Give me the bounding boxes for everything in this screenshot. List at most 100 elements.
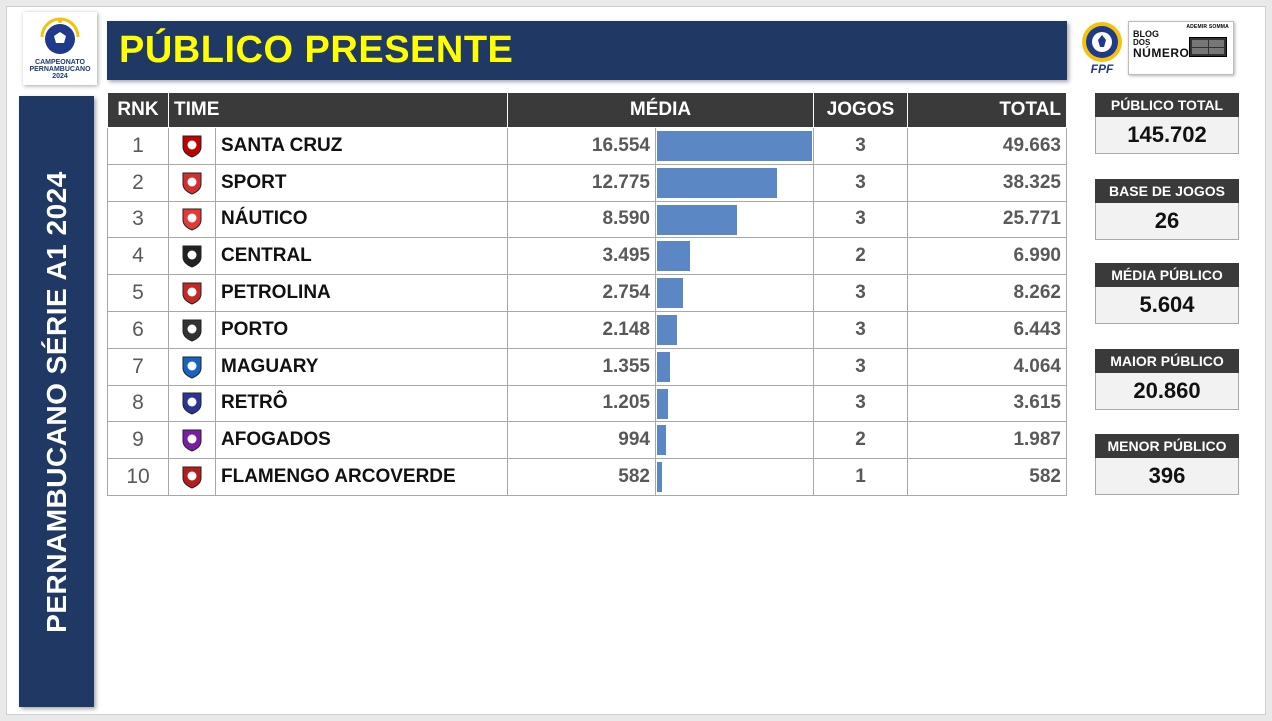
crest-cell [168,127,216,165]
stat-label: MÉDIA PÚBLICO [1095,263,1239,287]
stat-highest-attendance: MAIOR PÚBLICO 20.860 [1095,349,1239,410]
games-value: 2 [813,237,908,276]
porto-crest-icon [182,319,202,342]
games-value: 3 [813,200,908,239]
blog-word: BLOG [1133,29,1159,39]
total-value: 38.325 [907,163,1067,202]
stat-label: MAIOR PÚBLICO [1095,349,1239,373]
total-value: 8.262 [907,274,1067,312]
stat-games-base: BASE DE JOGOS 26 [1095,179,1239,240]
games-value: 3 [813,347,908,386]
average-value: 16.554 [507,127,656,165]
blog-numeros: NÚMEROS [1133,46,1198,60]
crest-cell [168,347,216,386]
attendance-table: RNK TIME MÉDIA JOGOS TOTAL 1 SANTA CRUZ 16… [107,92,1067,496]
rank-cell: 10 [107,458,169,496]
average-bar [657,351,670,382]
games-value: 3 [813,274,908,312]
crest-cell [168,458,216,496]
blog-author: ADEMIR SOMMA [1186,24,1229,30]
stat-value: 20.860 [1095,373,1239,410]
table-row: 1 SANTA CRUZ 16.554 3 49.663 [107,127,1067,165]
rank-cell: 2 [107,163,169,202]
flamengo-arcoverde-crest-icon [182,466,202,489]
total-value: 582 [907,458,1067,496]
rank-cell: 8 [107,384,169,423]
title-bar: PÚBLICO PRESENTE [107,21,1067,80]
stat-total-attendance: PÚBLICO TOTAL 145.702 [1095,93,1239,154]
average-bar [657,131,812,161]
average-bar-cell [655,274,814,312]
stat-label: MENOR PÚBLICO [1095,434,1239,458]
average-bar [657,388,668,419]
central-crest-icon [182,245,202,268]
rank-cell: 1 [107,127,169,165]
games-value: 3 [813,127,908,165]
stat-average-attendance: MÉDIA PÚBLICO 5.604 [1095,263,1239,324]
stat-label: BASE DE JOGOS [1095,179,1239,203]
retro-crest-icon [182,392,202,416]
average-bar-cell [655,384,814,423]
average-value: 12.775 [507,163,656,202]
federation-logo: FPF [1077,20,1127,78]
rank-cell: 6 [107,310,169,349]
table-row: 4 CENTRAL 3.495 2 6.990 [107,237,1067,276]
rank-cell: 9 [107,421,169,460]
nautico-crest-icon [182,208,202,232]
santa-cruz-crest-icon [182,135,202,158]
table-body: 1 SANTA CRUZ 16.554 3 49.663 2 SPORT 12.775 3 38.… [107,127,1067,496]
total-value: 3.615 [907,384,1067,423]
average-bar [657,425,666,456]
total-value: 49.663 [907,127,1067,165]
federation-seal-icon [1082,22,1122,62]
average-value: 2.754 [507,274,656,312]
team-name: SPORT [215,163,508,202]
championship-logo-line2: PERNAMBUCANO [29,66,91,73]
total-value: 1.987 [907,421,1067,460]
total-value: 25.771 [907,200,1067,239]
average-value: 994 [507,421,656,460]
page-title: PÚBLICO PRESENTE [119,29,514,71]
team-name: AFOGADOS [215,421,508,460]
average-bar-cell [655,310,814,349]
average-bar-cell [655,421,814,460]
average-bar-cell [655,347,814,386]
table-row: 7 MAGUARY 1.355 3 4.064 [107,347,1067,386]
afogados-crest-icon [182,429,202,452]
header-average: MÉDIA [507,92,814,128]
games-value: 1 [813,458,908,496]
crest-cell [168,421,216,460]
football-icon [40,17,80,54]
average-value: 2.148 [507,310,656,349]
stat-value: 396 [1095,458,1239,495]
average-bar [657,278,683,309]
average-value: 1.205 [507,384,656,423]
rank-cell: 7 [107,347,169,386]
average-value: 8.590 [507,200,656,239]
total-value: 6.443 [907,310,1067,349]
blog-dos: DOS [1133,38,1151,47]
average-bar-cell [655,458,814,496]
side-title: PERNAMBUCANO SÉRIE A1 2024 [40,170,72,633]
header-rank: RNK [107,92,169,128]
table-row: 10 FLAMENGO ARCOVERDE 582 1 582 [107,458,1067,496]
stat-value: 145.702 [1095,117,1239,154]
crest-cell [168,384,216,423]
championship-logo: CAMPEONATO PERNAMBUCANO 2024 [23,12,97,85]
table-row: 6 PORTO 2.148 3 6.443 [107,310,1067,349]
table-row: 2 SPORT 12.775 3 38.325 [107,163,1067,202]
team-name: FLAMENGO ARCOVERDE [215,458,508,496]
championship-logo-line3: 2024 [52,73,68,80]
stat-lowest-attendance: MENOR PÚBLICO 396 [1095,434,1239,495]
games-value: 3 [813,310,908,349]
average-value: 582 [507,458,656,496]
table-row: 3 NÁUTICO 8.590 3 25.771 [107,200,1067,239]
blog-logo: ADEMIR SOMMA BLOG DOS NÚMEROS [1128,21,1234,75]
stat-label: PÚBLICO TOTAL [1095,93,1239,117]
average-bar-cell [655,237,814,276]
federation-logo-text: FPF [1090,62,1114,76]
side-bar: PERNAMBUCANO SÉRIE A1 2024 [19,96,94,707]
team-name: PORTO [215,310,508,349]
average-bar [657,462,662,493]
petrolina-crest-icon [182,282,202,305]
